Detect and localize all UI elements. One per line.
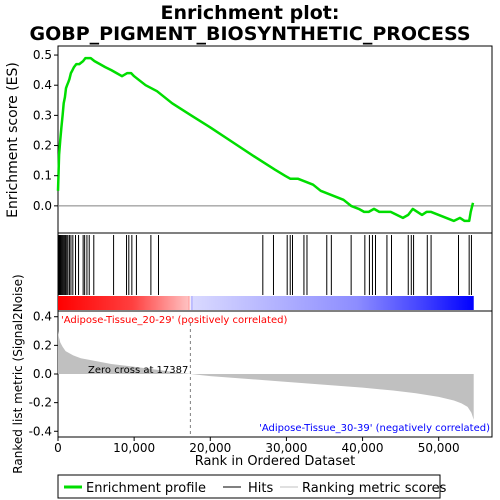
x-tick-label: 40,000 — [342, 441, 384, 455]
x-axis-label: Rank in Ordered Dataset — [195, 454, 356, 469]
enrichment-profile-line — [56, 56, 475, 223]
legend: Enrichment profile Hits Ranking metric s… — [57, 474, 447, 499]
axes: 0.0 0.1 0.2 0.3 0.4 0.5 -0.4 -0.2 0.0 0.2 0.4 0 10,0… — [29, 48, 460, 455]
metric-panel: Zero cross at 17387 'Adipose-Tissue_20-29… — [58, 315, 490, 437]
chart-title: Enrichment plot: GOBP_PIGMENT_BIOSYNTHET… — [30, 2, 471, 45]
x-tick-label: 0 — [54, 441, 62, 455]
metric-y-tick-label: -0.2 — [29, 396, 52, 410]
metric-y-tick-label: -0.4 — [29, 424, 52, 438]
es-y-tick-label: 0.0 — [33, 199, 52, 213]
x-tick-label: 50,000 — [418, 441, 460, 455]
chart-title-line-1: Enrichment plot: — [161, 2, 340, 24]
hits-panel — [58, 235, 474, 310]
x-tick-label: 30,000 — [265, 441, 307, 455]
legend-label-enrichment: Enrichment profile — [86, 481, 206, 496]
es-y-tick-label: 0.4 — [33, 78, 52, 92]
es-y-tick-label: 0.3 — [33, 108, 52, 122]
es-y-tick-label: 0.5 — [33, 48, 52, 62]
x-tick-label: 20,000 — [189, 441, 231, 455]
positive-correlation-label: 'Adipose-Tissue_20-29' (positively corre… — [61, 315, 287, 326]
metric-y-tick-label: 0.0 — [33, 367, 52, 381]
ranking-metric-area — [58, 331, 474, 420]
es-panel — [56, 56, 492, 223]
es-y-tick-label: 0.2 — [33, 139, 52, 153]
legend-label-metric: Ranking metric scores — [302, 481, 447, 496]
negative-correlation-label: 'Adipose-Tissue_30-39' (negatively corre… — [259, 423, 490, 434]
ranking-color-bar — [58, 296, 474, 310]
metric-y-axis-label: Ranked list metric (Signal2Noise) — [11, 274, 25, 473]
zero-cross-label: Zero cross at 17387 — [88, 365, 188, 376]
x-tick-label: 10,000 — [113, 441, 155, 455]
chart-title-line-2: GOBP_PIGMENT_BIOSYNTHETIC_PROCESS — [30, 23, 471, 45]
es-y-axis-label: Enrichment score (ES) — [5, 62, 21, 218]
legend-label-hits: Hits — [248, 481, 273, 496]
legend-box — [57, 474, 441, 499]
metric-y-tick-label: 0.2 — [33, 338, 52, 352]
metric-y-tick-label: 0.4 — [33, 310, 52, 324]
es-y-tick-label: 0.1 — [33, 169, 52, 183]
es-panel-frame — [57, 45, 493, 234]
